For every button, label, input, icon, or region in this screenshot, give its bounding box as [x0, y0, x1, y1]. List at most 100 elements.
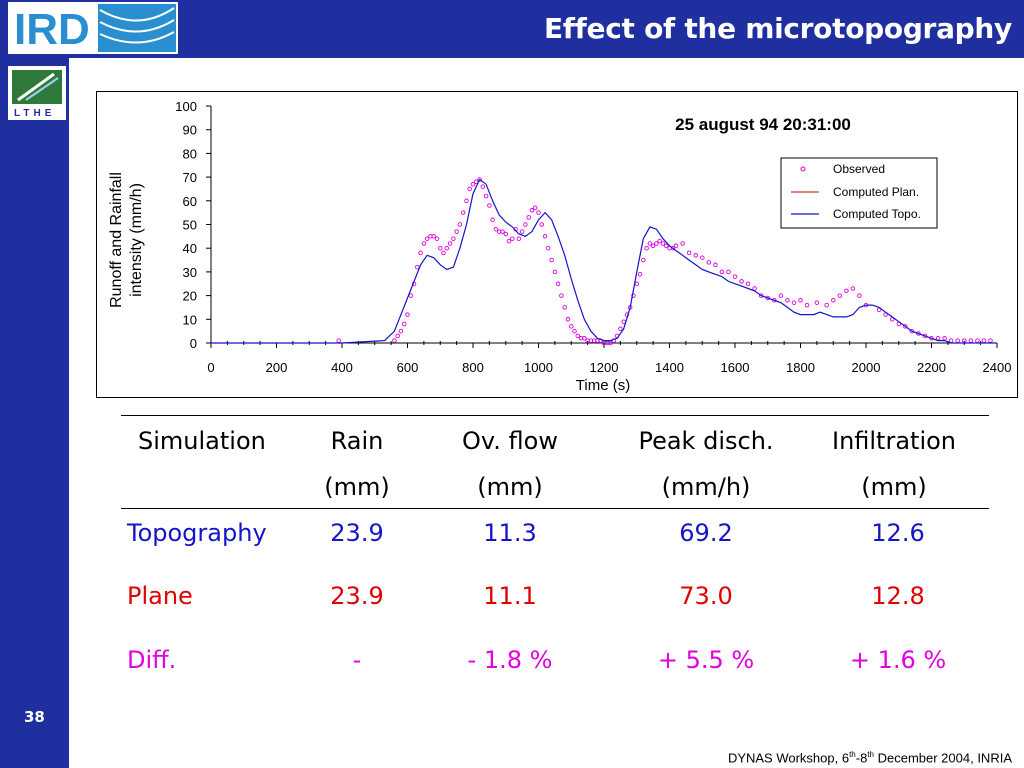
chart-title: 25 august 94 20:31:00: [675, 115, 851, 134]
row-plane-label: Plane: [127, 582, 193, 610]
chart-frame: 0 10 20 30 40 50 60 70 80 90 100 0 200 400 600 800 1000 1…: [96, 91, 1018, 398]
observed-point: [569, 324, 574, 329]
observed-point: [758, 293, 764, 298]
legend-observed-label: Observed: [833, 162, 885, 176]
observed-point: [663, 243, 669, 249]
y-tick-label: 100: [175, 99, 197, 114]
observed-point: [549, 257, 554, 263]
observed-point: [745, 281, 751, 287]
row-diff-peak: + 5.5 %: [657, 646, 755, 674]
observed-point: [539, 222, 545, 227]
header-ov-flow-unit: (mm): [477, 473, 543, 501]
x-tick-label: 1400: [655, 360, 684, 375]
observed-point: [532, 205, 538, 211]
legend-observed-marker: [800, 166, 806, 172]
row-topography-infiltration: 12.6: [871, 519, 925, 547]
observed-point: [732, 274, 738, 279]
observed-point: [555, 281, 561, 287]
footer-suffix: December 2004, INRIA: [873, 750, 1012, 766]
observed-point: [955, 338, 960, 343]
observed-point: [405, 312, 410, 317]
observed-point: [546, 245, 551, 251]
observed-point: [857, 293, 862, 298]
left-sidebar-bar: [0, 0, 69, 768]
observed-point: [444, 245, 450, 251]
observed-point: [837, 293, 843, 298]
observed-point: [490, 217, 495, 223]
observed-point: [395, 333, 400, 339]
observed-point: [686, 250, 692, 256]
observed-point: [700, 255, 705, 260]
observed-point: [618, 326, 623, 332]
observed-point: [981, 338, 987, 343]
x-tick-label: 200: [266, 360, 288, 375]
row-plane-peak: 73.0: [679, 582, 733, 610]
y-tick-label: 90: [183, 123, 197, 138]
observed-point: [909, 328, 915, 334]
row-topography-ov-flow: 11.3: [483, 519, 537, 547]
observed-point: [506, 238, 512, 244]
footer-prefix: DYNAS Workshop, 6: [727, 750, 850, 766]
observed-point: [647, 241, 653, 246]
observed-point: [523, 222, 528, 227]
observed-point: [778, 293, 784, 298]
observed-point: [975, 338, 980, 343]
table-top-rule: [121, 415, 989, 416]
x-tick-label: 2400: [983, 360, 1012, 375]
observed-point: [460, 210, 466, 215]
observed-point: [739, 279, 744, 284]
observed-point: [565, 317, 571, 322]
observed-point: [680, 241, 685, 246]
observed-point: [575, 333, 581, 339]
x-tick-label: 800: [462, 360, 484, 375]
observed-point: [536, 210, 541, 215]
observed-point: [438, 245, 443, 251]
x-tick-label: 1800: [786, 360, 815, 375]
y-tick-label: 70: [183, 170, 197, 185]
legend-topo-label: Computed Topo.: [833, 207, 921, 221]
observed-point: [451, 236, 456, 241]
observed-point: [464, 198, 469, 204]
row-topography-rain: 23.9: [330, 519, 384, 547]
observed-point: [487, 203, 492, 208]
lthe-logo: LTHE: [8, 66, 66, 120]
observed-point: [503, 231, 509, 237]
observed-point: [903, 324, 908, 329]
observed-point: [791, 300, 797, 305]
observed-point: [719, 269, 725, 275]
observed-point: [785, 298, 790, 303]
observed-point: [516, 236, 522, 241]
observed-point: [542, 234, 548, 239]
observed-point: [529, 208, 535, 213]
slide-title: Effect of the microtopography: [543, 12, 1012, 45]
header-rain-unit: (mm): [324, 473, 390, 501]
observed-point: [942, 336, 947, 341]
x-tick-label: 2200: [917, 360, 946, 375]
observed-point: [470, 181, 476, 187]
legend-box: [780, 157, 938, 229]
observed-point: [519, 229, 525, 234]
y-tick-label: 20: [183, 289, 197, 304]
observed-point: [916, 331, 921, 336]
row-topography-peak: 69.2: [679, 519, 733, 547]
row-diff-ov-flow: - 1.8 %: [467, 646, 553, 674]
observed-point: [434, 236, 440, 241]
svg-text:LTHE: LTHE: [14, 108, 55, 119]
observed-point: [644, 245, 649, 251]
x-axis-label: Time (s): [576, 377, 630, 394]
y-axis-label-line2: intensity (mm/h): [128, 183, 145, 297]
footer-sup-1: th: [849, 750, 856, 759]
observed-point: [477, 177, 482, 182]
row-plane-ov-flow: 11.1: [483, 582, 537, 610]
observed-point: [713, 262, 718, 268]
header-peak-disch-unit: (mm/h): [661, 473, 751, 501]
observed-point: [673, 243, 679, 249]
observed-point: [336, 338, 341, 343]
observed-point: [510, 236, 515, 241]
observed-point: [641, 257, 646, 263]
observed-point: [454, 229, 459, 234]
observed-point: [772, 298, 777, 303]
header-infiltration: Infiltration: [831, 427, 957, 455]
y-tick-label: 0: [190, 336, 197, 351]
